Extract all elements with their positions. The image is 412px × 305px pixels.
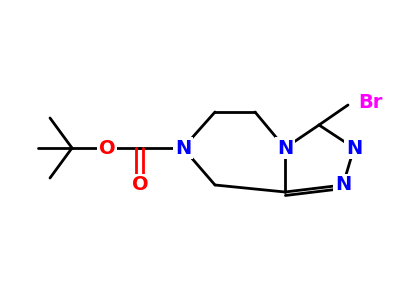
Text: N: N — [335, 175, 351, 195]
Text: Br: Br — [358, 92, 382, 112]
Text: N: N — [175, 138, 191, 157]
Text: O: O — [99, 138, 115, 157]
Text: N: N — [346, 138, 362, 157]
Text: O: O — [132, 175, 148, 195]
Text: N: N — [277, 138, 293, 157]
